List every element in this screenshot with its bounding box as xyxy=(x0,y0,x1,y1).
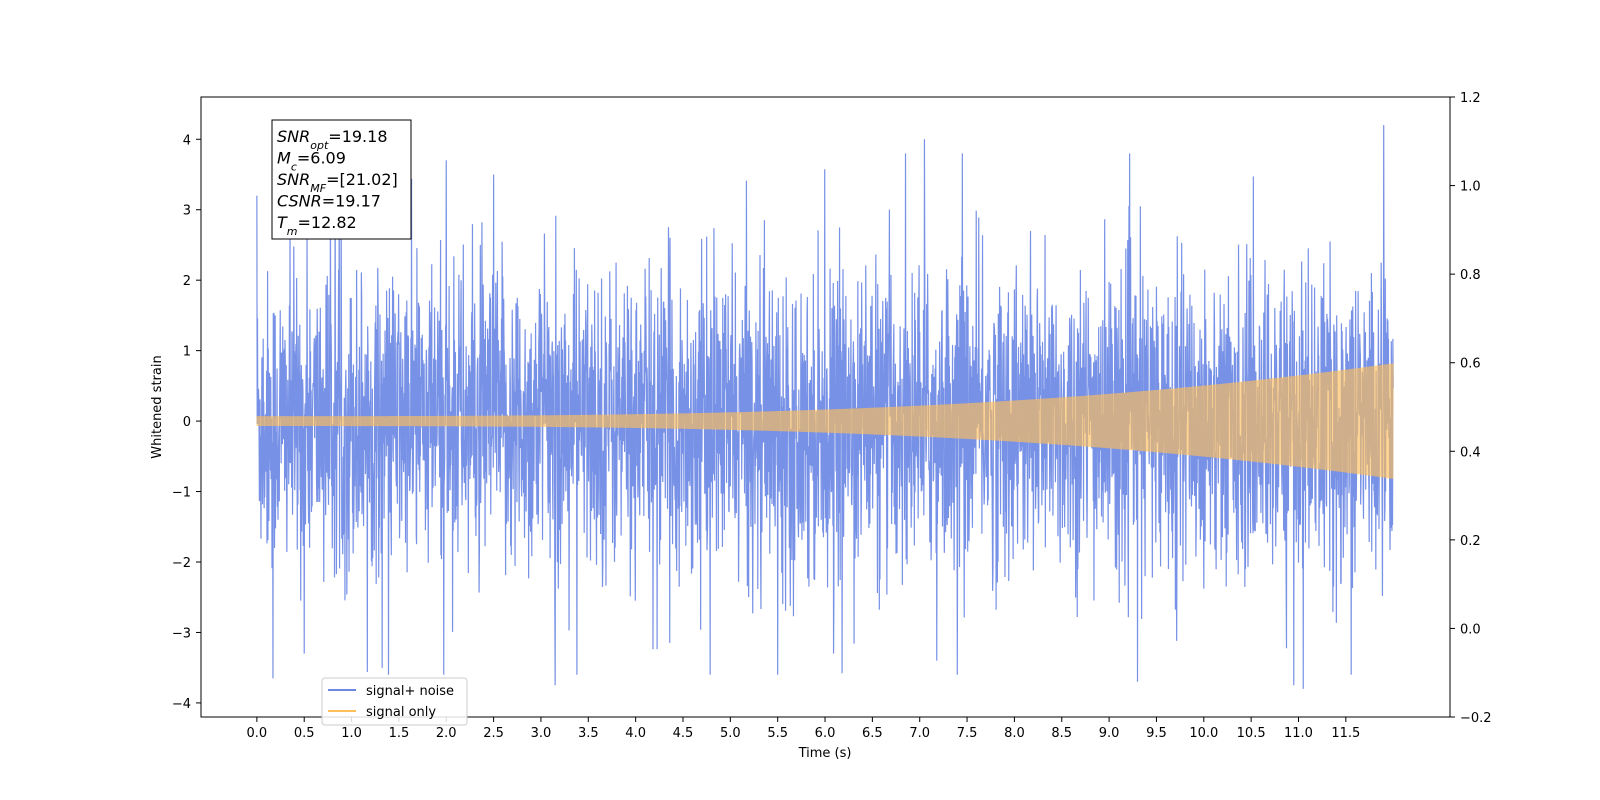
annotation-line: SNRMF=[21.02] xyxy=(277,170,398,195)
y-axis-right: −0.2 0.0 0.2 0.4 0.6 0.8 1.0 1.2 xyxy=(1450,91,1492,726)
x-tick-label: 6.0 xyxy=(815,726,836,741)
annotation-box: SNRopt=19.18Mc=6.09SNRMF=[21.02]CSNR=19.… xyxy=(271,119,412,240)
annotation-line: Mc=6.09 xyxy=(277,149,346,174)
y-tick-label: 3 xyxy=(183,204,191,219)
x-tick-label: 6.5 xyxy=(862,726,883,741)
y-tick-label: 0 xyxy=(183,415,191,430)
y-tick-label: 4 xyxy=(183,133,191,148)
legend: signal+ noise signal only xyxy=(321,677,468,726)
y-tick-label: 1 xyxy=(183,345,191,360)
y-tick-label: −3 xyxy=(172,626,191,641)
y2-tick-label: −0.2 xyxy=(1460,711,1492,726)
annotation-frame xyxy=(271,119,412,240)
x-axis: 0.0 0.5 1.0 1.5 2.0 2.5 3.0 3.5 4.0 4.5 5.0 5.5 6.0 6… xyxy=(247,717,1360,741)
x-tick-label: 3.5 xyxy=(578,726,599,741)
x-tick-label: 5.0 xyxy=(720,726,741,741)
x-tick-label: 9.5 xyxy=(1146,726,1167,741)
x-tick-label: 0.0 xyxy=(247,726,268,741)
annotation-line: Tm=12.82 xyxy=(277,213,357,238)
x-tick-label: 1.5 xyxy=(389,726,410,741)
y-axis-label: Whitened strain xyxy=(150,355,165,458)
x-tick-label: 4.0 xyxy=(625,726,646,741)
x-tick-label: 1.0 xyxy=(341,726,362,741)
x-tick-label: 11.5 xyxy=(1331,726,1360,741)
y2-tick-label: 1.2 xyxy=(1460,91,1481,106)
y2-tick-label: 1.0 xyxy=(1460,180,1481,195)
legend-frame xyxy=(321,677,468,726)
y2-tick-label: 0.4 xyxy=(1460,445,1481,460)
x-tick-label: 2.0 xyxy=(436,726,457,741)
y-tick-label: −4 xyxy=(172,697,191,712)
y-tick-label: 2 xyxy=(183,274,191,289)
x-tick-label: 5.5 xyxy=(767,726,788,741)
y-tick-label: −2 xyxy=(172,556,191,571)
x-tick-label: 4.5 xyxy=(673,726,694,741)
x-tick-label: 8.5 xyxy=(1051,726,1072,741)
annotation-lines: SNRopt=19.18Mc=6.09SNRMF=[21.02]CSNR=19.… xyxy=(277,127,398,238)
y2-tick-label: 0.0 xyxy=(1460,622,1481,637)
x-tick-label: 7.5 xyxy=(957,726,978,741)
x-tick-label: 0.5 xyxy=(294,726,315,741)
series-layer xyxy=(256,125,1394,689)
x-tick-label: 8.0 xyxy=(1004,726,1025,741)
y-axis-left: −4 −3 −2 −1 0 1 2 3 4 xyxy=(172,133,201,712)
legend-label-signal-only: signal only xyxy=(366,705,436,720)
x-tick-label: 10.0 xyxy=(1189,726,1218,741)
x-tick-label: 7.0 xyxy=(909,726,930,741)
y2-tick-label: 0.6 xyxy=(1460,357,1481,372)
y2-tick-label: 0.2 xyxy=(1460,534,1481,549)
series-line-signal-only xyxy=(256,363,1394,479)
x-tick-label: 2.5 xyxy=(483,726,504,741)
y2-tick-label: 0.8 xyxy=(1460,268,1481,283)
x-tick-label: 11.0 xyxy=(1284,726,1313,741)
annotation-line: SNRopt=19.18 xyxy=(277,127,388,152)
x-tick-label: 9.0 xyxy=(1099,726,1120,741)
y-tick-label: −1 xyxy=(172,486,191,501)
legend-label-signal-noise: signal+ noise xyxy=(366,684,454,699)
x-tick-label: 3.0 xyxy=(531,726,552,741)
annotation-line: CSNR=19.17 xyxy=(277,192,381,211)
x-tick-label: 10.5 xyxy=(1237,726,1266,741)
x-axis-label: Time (s) xyxy=(798,746,852,761)
